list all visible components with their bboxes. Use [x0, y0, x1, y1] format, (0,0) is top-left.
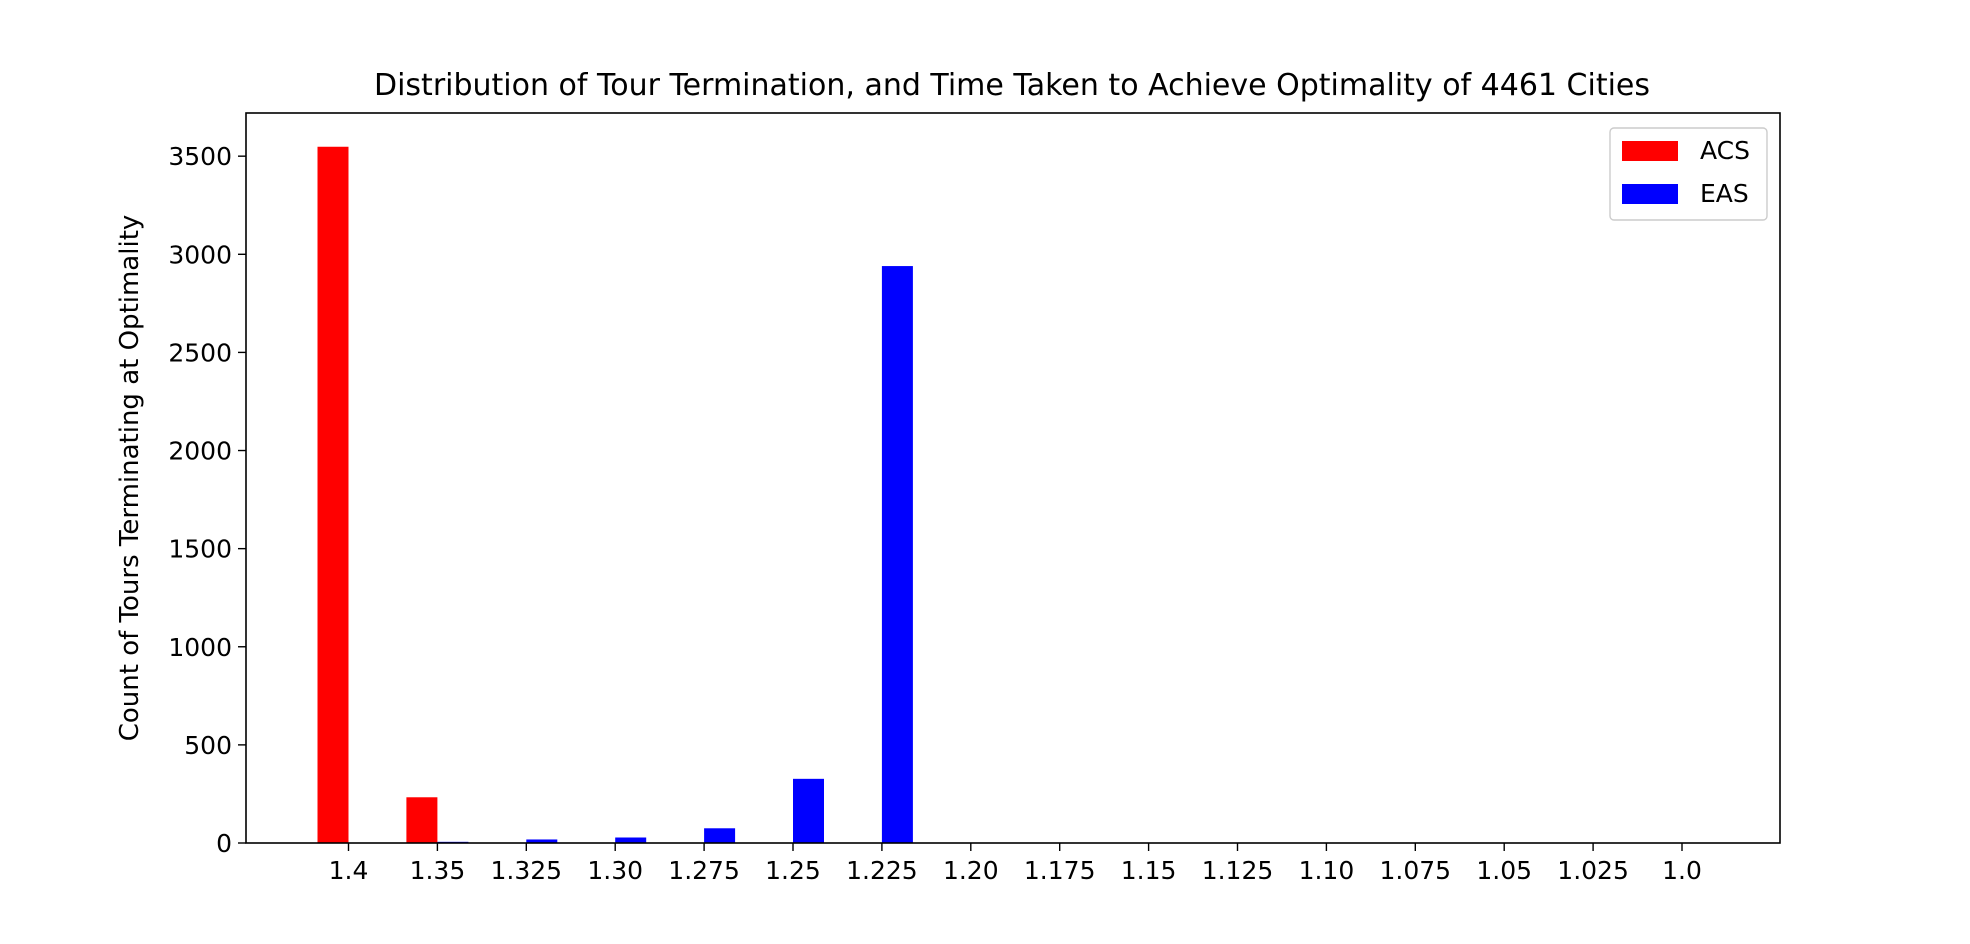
legend-swatch-acs — [1622, 141, 1678, 161]
bars-layer — [317, 146, 913, 843]
y-axis-label: Count of Tours Terminating at Optimality — [115, 215, 145, 742]
y-tick-label-2: 1000 — [168, 633, 232, 662]
x-tick-label-0: 1.4 — [329, 856, 369, 885]
x-tick-label-2: 1.325 — [491, 856, 563, 885]
x-tick-label-3: 1.30 — [587, 856, 643, 885]
x-tick-label-8: 1.175 — [1024, 856, 1096, 885]
x-tick-label-6: 1.225 — [846, 856, 918, 885]
legend-label-eas: EAS — [1700, 179, 1749, 208]
legend-label-acs: ACS — [1700, 136, 1750, 165]
bar-eas-5 — [793, 778, 824, 843]
x-tick-label-11: 1.10 — [1299, 856, 1355, 885]
x-tick-label-10: 1.125 — [1202, 856, 1274, 885]
legend: ACS EAS — [1609, 127, 1768, 221]
bar-eas-2 — [526, 839, 558, 843]
x-tick-label-14: 1.025 — [1557, 856, 1629, 885]
bar-eas-6 — [881, 266, 913, 843]
bar-eas-3 — [615, 837, 647, 843]
y-tick-label-1: 500 — [184, 731, 232, 760]
x-tick-label-5: 1.25 — [765, 856, 821, 885]
legend-swatch-eas — [1622, 184, 1678, 204]
x-ticks-layer: 1.4 1.35 1.325 1.30 1.275 1.25 1.225 1.20 1.175 1… — [329, 843, 1702, 885]
y-tick-label-7: 3500 — [168, 142, 232, 171]
y-tick-label-3: 1500 — [168, 535, 232, 564]
bar-acs-1 — [406, 797, 438, 843]
x-tick-label-13: 1.05 — [1476, 856, 1532, 885]
y-tick-label-4: 2000 — [168, 437, 232, 466]
plot-frame — [245, 112, 1781, 844]
bar-eas-4 — [704, 828, 736, 843]
x-tick-label-4: 1.275 — [668, 856, 740, 885]
y-tick-label-0: 0 — [216, 829, 232, 858]
bar-acs-0 — [317, 146, 349, 843]
x-tick-label-1: 1.35 — [410, 856, 466, 885]
x-tick-label-15: 1.0 — [1662, 856, 1702, 885]
y-ticks-layer: 0 500 1000 1500 2000 2500 3000 3500 — [168, 142, 246, 858]
x-tick-label-9: 1.15 — [1121, 856, 1177, 885]
y-tick-label-6: 3000 — [168, 240, 232, 269]
x-tick-label-7: 1.20 — [943, 856, 999, 885]
y-tick-label-5: 2500 — [168, 338, 232, 367]
x-tick-label-12: 1.075 — [1380, 856, 1452, 885]
chart-title: Distribution of Tour Termination, and Ti… — [374, 68, 1650, 103]
